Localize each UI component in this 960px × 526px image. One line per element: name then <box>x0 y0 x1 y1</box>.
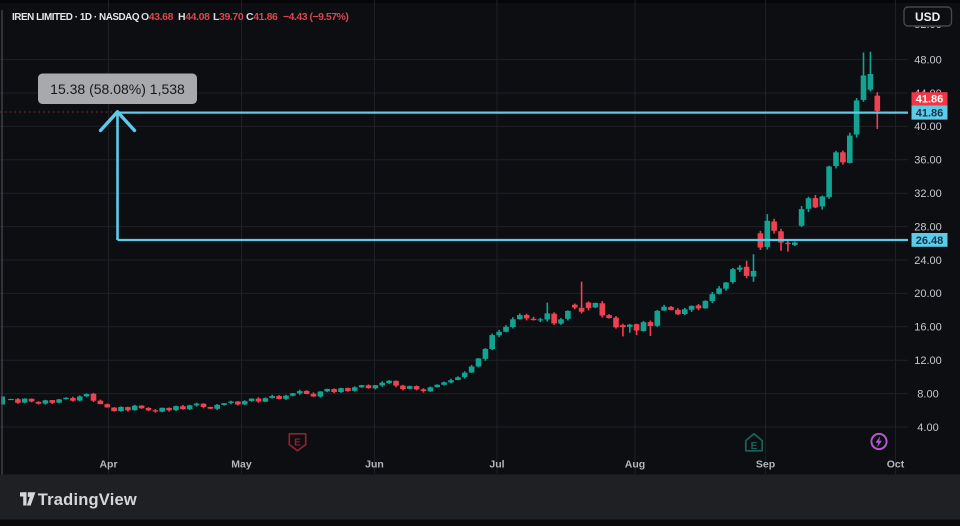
svg-text:Sep: Sep <box>756 459 775 471</box>
svg-text:O43.68: O43.68 <box>141 11 174 23</box>
svg-text:8.00: 8.00 <box>917 388 938 400</box>
svg-text:−4.43 (−9.57%): −4.43 (−9.57%) <box>283 11 348 23</box>
svg-text:40.00: 40.00 <box>914 121 942 133</box>
svg-text:48.00: 48.00 <box>914 54 942 66</box>
svg-text:4.00: 4.00 <box>917 422 938 434</box>
svg-text:E: E <box>294 438 301 449</box>
svg-text:41.86: 41.86 <box>916 94 944 106</box>
svg-text:15.38 (58.08%) 1,538: 15.38 (58.08%) 1,538 <box>50 81 185 97</box>
svg-text:20.00: 20.00 <box>914 288 942 300</box>
svg-text:L39.70: L39.70 <box>213 11 244 23</box>
svg-text:E: E <box>751 441 758 452</box>
svg-text:16.00: 16.00 <box>914 322 942 334</box>
svg-text:Jul: Jul <box>489 459 504 471</box>
svg-text:USD: USD <box>915 10 941 24</box>
svg-text:H44.08: H44.08 <box>178 11 210 23</box>
svg-text:36.00: 36.00 <box>914 155 942 167</box>
svg-text:32.00: 32.00 <box>914 188 942 200</box>
svg-text:41.86: 41.86 <box>916 107 944 119</box>
svg-text:TradingView: TradingView <box>38 491 137 509</box>
svg-text:Apr: Apr <box>99 459 117 471</box>
svg-text:May: May <box>231 459 252 471</box>
svg-text:Aug: Aug <box>625 459 645 471</box>
svg-text:Oct: Oct <box>887 459 905 471</box>
svg-text:26.48: 26.48 <box>916 235 944 247</box>
svg-text:28.00: 28.00 <box>914 221 942 233</box>
svg-text:12.00: 12.00 <box>914 355 942 367</box>
svg-text:24.00: 24.00 <box>914 255 942 267</box>
svg-text:C41.86: C41.86 <box>246 11 278 23</box>
svg-text:IREN LIMITED · 1D · NASDAQ: IREN LIMITED · 1D · NASDAQ <box>12 12 140 23</box>
svg-text:Jun: Jun <box>365 459 384 471</box>
